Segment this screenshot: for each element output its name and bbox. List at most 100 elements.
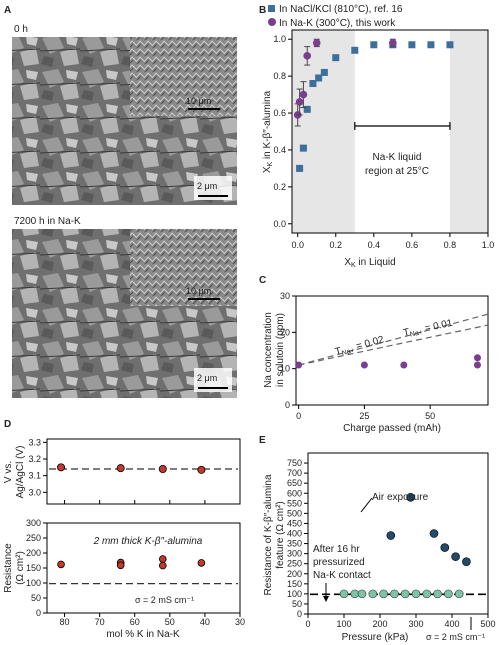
chart-d-top-ylabel-1: V vs. [3, 461, 14, 483]
y-tick-label: 30 [280, 291, 290, 301]
y-tick-label: 0 [285, 400, 290, 410]
y-tick-label: 0 [297, 609, 302, 619]
chart-c-ylabel-2: in solutoin (ppm) [275, 313, 286, 387]
x-tick-label: 0 [305, 619, 310, 629]
chart-d-bottom: 0 50 100 150 200 250 300 80 70 60 50 40 30 2 mm thic… [3, 518, 245, 640]
chart-c-xlabel: Charge passed (mAh) [343, 423, 441, 434]
chart-b-frame [291, 29, 489, 234]
ref-line-sub-001: Na+ [409, 329, 423, 339]
inset-scale-text-7200h: 10 μm [186, 286, 211, 296]
chart-e: 0501001502002503003504004505005506006507… [263, 452, 496, 643]
legend-label-na-k: In Na-K (300°C), this work [279, 18, 396, 29]
nacl-kcl-point [408, 41, 416, 49]
nacl-kcl-point [370, 41, 378, 49]
na-concentration-point [400, 361, 408, 369]
x-tick-label: 300 [408, 619, 423, 629]
x-tick-label: 40 [200, 617, 210, 627]
na-concentration-point [360, 361, 368, 369]
y-tick-label: 1.0 [273, 34, 286, 44]
chart-b-ylabel: XK in K-β″-alumina [262, 90, 274, 173]
na-k-point [312, 39, 321, 47]
nacl-kcl-point [446, 41, 454, 49]
chart-e-xlabel: Pressure (kPa) [342, 632, 409, 643]
panel-letter-c: C [259, 275, 266, 286]
y-tick-label: 0.4 [273, 145, 286, 155]
y-tick-label: 350 [287, 539, 302, 549]
y-tick-label: 10 [280, 364, 290, 374]
chart-d-bottom-annotation: 2 mm thick K-β″-alumina [93, 536, 203, 547]
x-tick-label: 50 [425, 411, 435, 421]
na-k-contact-point [411, 589, 421, 599]
liquid-range-label-1: Na-K liquid [373, 152, 422, 163]
y-tick-label: 3.0 [28, 487, 41, 497]
legend-circle-marker [268, 18, 276, 26]
x-tick-label: 30 [235, 617, 245, 627]
chart-e-points [339, 492, 471, 599]
x-tick-label: 1.0 [482, 240, 495, 250]
na-concentration-point [473, 354, 481, 362]
chart-c-ref-lines [298, 313, 489, 366]
chart-c-points [295, 354, 481, 369]
y-tick-label: 300 [26, 518, 41, 528]
chart-e-air-label: Air exposure [372, 492, 429, 503]
na-k-point [299, 90, 308, 99]
chart-e-ticks: 0501001502002503003504004505005506006507… [287, 458, 496, 629]
chart-b-points [293, 38, 454, 172]
nacl-kcl-point [332, 54, 340, 62]
chart-e-ylabel-2: feature (Ω cm²) [275, 501, 286, 569]
y-tick-label: 150 [26, 563, 41, 573]
chart-e-ylabel-1: Resistance of K-β″-alumina [263, 474, 274, 595]
micrograph-label-7200h: 7200 h in Na-K [14, 216, 81, 227]
y-tick-label: 200 [26, 548, 41, 558]
scale-text-0h: 2 μm [197, 181, 217, 191]
x-tick-label: 0.4 [368, 240, 381, 250]
y-tick-label: 250 [287, 559, 302, 569]
shaded-region-0 [292, 30, 355, 233]
nacl-kcl-point [351, 46, 359, 54]
shaded-region-1 [449, 30, 488, 233]
x-tick-label: 100 [336, 619, 351, 629]
y-tick-label: 550 [287, 498, 302, 508]
y-tick-label: 250 [26, 533, 41, 543]
panel-letter-a: A [4, 5, 11, 16]
na-k-contact-point [357, 589, 367, 599]
y-tick-label: 3.3 [28, 437, 41, 447]
x-tick-label: 25 [359, 411, 369, 421]
y-tick-label: 0.0 [273, 219, 286, 229]
chart-b-ticks: 0.0 0.2 0.4 0.6 0.8 1.0 0.0 0.2 0.4 0.6 0.8 1.0 [273, 34, 494, 250]
chart-b-xlabel: XK in Liquid [344, 257, 395, 269]
sem-inset-0h [130, 37, 237, 116]
nacl-kcl-point [427, 41, 435, 49]
x-tick-label: 0.8 [444, 240, 457, 250]
y-tick-label: 150 [287, 579, 302, 589]
x-tick-label: 70 [95, 617, 105, 627]
air-exposure-point [440, 543, 450, 552]
liquid-range-label-bg [356, 148, 438, 178]
chart-c-frame [295, 295, 489, 406]
y-tick-label: 400 [287, 529, 302, 539]
air-exposure-point [462, 557, 471, 566]
air-exposure-point [406, 492, 415, 502]
y-tick-label: 3.1 [28, 471, 41, 481]
na-k-contact-point [350, 589, 360, 599]
inset-scale-text-0h: 10 μm [186, 96, 211, 106]
chart-b-annotation: Na-K liquid region at 25°C [354, 121, 451, 178]
x-tick-label: 60 [130, 617, 140, 627]
nacl-kcl-point [299, 144, 307, 152]
x-tick-label: 0 [296, 411, 301, 421]
reference-line-0 [298, 313, 489, 366]
chart-c-ticks: 0 25 50 0 10 20 30 [280, 291, 435, 421]
chart-c: 0 25 50 0 10 20 30 TNa+ = 0.02 TNa+ = 0.01 Cha… [263, 291, 489, 434]
y-tick-label: 750 [287, 458, 302, 468]
micrograph-0h: 0 h 10 μm 2 μm [12, 24, 237, 205]
chart-b-shading [292, 30, 488, 233]
ref-line-sub-002: Na+ [341, 347, 355, 357]
na-concentration-point [295, 361, 303, 369]
micrograph-label-0h: 0 h [14, 24, 28, 35]
y-tick-label: 100 [26, 578, 41, 588]
na-k-contact-point [433, 589, 442, 599]
na-k-contact-point [379, 589, 388, 599]
resistance-point [57, 560, 65, 569]
y-tick-label: 50 [31, 593, 41, 603]
